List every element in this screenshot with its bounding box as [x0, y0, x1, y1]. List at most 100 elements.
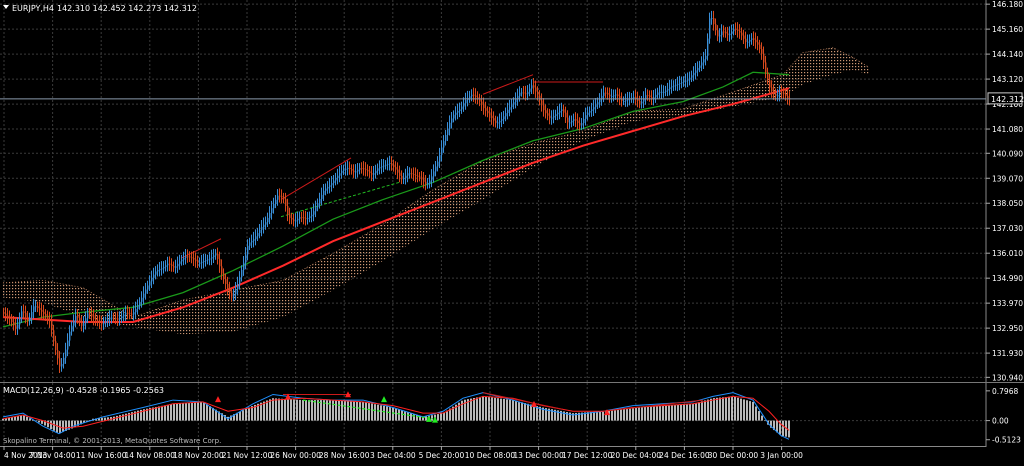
candle-body	[603, 92, 605, 96]
candle-body	[245, 254, 247, 263]
candle-body	[507, 109, 509, 114]
macd-divergence-green	[302, 399, 434, 420]
candle-body	[141, 297, 143, 302]
candle-body	[759, 44, 761, 49]
candle-body	[599, 99, 601, 103]
candle-body	[509, 107, 511, 110]
candle-body	[681, 82, 683, 84]
price-tick-label: 141.080	[992, 125, 1023, 134]
candle-body	[483, 104, 485, 109]
candle-body	[255, 236, 257, 240]
candle-body	[589, 111, 591, 113]
candle-body	[239, 277, 241, 285]
candle-body	[171, 264, 173, 267]
candle-body	[761, 48, 763, 54]
candle-body	[755, 39, 757, 43]
candle-body	[473, 94, 475, 96]
candle-body	[453, 114, 455, 119]
candle-body	[669, 87, 671, 89]
macd-pane[interactable]: 0.7968 0.00 -0.5123 MACD(12,26,9) -0.4528 …	[0, 382, 1024, 447]
candle-body	[147, 285, 149, 290]
candle-body	[101, 322, 103, 325]
candle-body	[645, 95, 647, 99]
candle-body	[79, 317, 81, 322]
time-tick-label: 3 Dec 04:00	[370, 451, 416, 460]
macd-label: MACD(12,26,9) -0.4528 -0.1965 -0.2563	[3, 386, 164, 395]
candle-body	[625, 100, 627, 102]
candle-body	[549, 115, 551, 119]
time-tick-label: 24 Dec 16:00	[659, 451, 710, 460]
candle-body	[529, 88, 531, 92]
candle-body	[155, 271, 157, 275]
time-tick-label: 11 Nov 16:00	[76, 451, 127, 460]
candle-body	[103, 323, 105, 325]
candle-body	[545, 110, 547, 114]
candle-body	[83, 323, 85, 326]
candle-body	[585, 114, 587, 119]
candle-body	[735, 28, 737, 30]
candle-body	[649, 95, 651, 98]
candle-body	[279, 195, 281, 197]
dropdown-triangle-icon[interactable]	[3, 5, 9, 9]
candle-body	[23, 311, 25, 313]
candle-body	[137, 305, 139, 309]
candle-body	[249, 242, 251, 246]
candle-body	[107, 319, 109, 322]
candle-body	[601, 95, 603, 100]
price-chart-pane[interactable]: 146.180 145.160 144.140 143.120 142.100 141.0…	[0, 0, 1024, 382]
candle-body	[675, 84, 677, 86]
candle-body	[501, 119, 503, 121]
candle-body	[353, 170, 355, 173]
candle-body	[443, 141, 445, 148]
price-tick-label: 132.950	[992, 324, 1023, 333]
candle-body	[235, 288, 237, 294]
candle-body	[89, 313, 91, 315]
candle-body	[365, 169, 367, 171]
candle-body	[697, 67, 699, 71]
candle-body	[95, 318, 97, 321]
candle-body	[297, 218, 299, 221]
candle-body	[431, 176, 433, 181]
macd-marker-red	[215, 396, 221, 403]
candle-body	[105, 321, 107, 324]
candle-body	[243, 262, 245, 270]
candle-body	[425, 181, 427, 185]
candle-body	[139, 301, 141, 306]
candle-body	[689, 77, 691, 80]
candle-body	[615, 94, 617, 96]
candle-body	[701, 62, 703, 66]
time-tick-label: 17 Dec 12:00	[562, 451, 613, 460]
candle-body	[99, 321, 101, 323]
price-tick-label: 143.120	[992, 75, 1023, 84]
price-axis: 146.180 145.160 144.140 143.120 142.100 141.0…	[986, 0, 1023, 382]
candle-body	[777, 94, 779, 97]
candle-body	[439, 154, 441, 162]
candle-body	[197, 261, 199, 263]
price-tick-label: 134.990	[992, 274, 1023, 283]
candle-body	[641, 101, 643, 104]
candle-body	[543, 105, 545, 111]
candle-body	[77, 315, 79, 318]
trend-line-red	[280, 157, 352, 201]
candle-body	[477, 97, 479, 99]
candle-body	[57, 350, 59, 359]
candle-body	[69, 331, 71, 341]
candle-body	[339, 173, 341, 176]
candle-body	[447, 128, 449, 135]
candle-body	[63, 357, 65, 364]
candle-body	[709, 18, 711, 39]
candle-body	[13, 322, 15, 326]
candle-body	[537, 91, 539, 96]
candle-body	[517, 95, 519, 100]
price-chart-svg: 146.180 145.160 144.140 143.120 142.100 141.0…	[0, 0, 1024, 382]
candle-body	[685, 80, 687, 82]
candle-body	[49, 318, 51, 322]
candle-body	[269, 213, 271, 218]
candle-body	[763, 53, 765, 63]
candle-body	[581, 123, 583, 126]
candle-body	[121, 316, 123, 319]
candle-body	[663, 91, 665, 93]
candle-body	[53, 330, 55, 342]
candle-body	[437, 161, 439, 167]
candle-body	[371, 173, 373, 175]
